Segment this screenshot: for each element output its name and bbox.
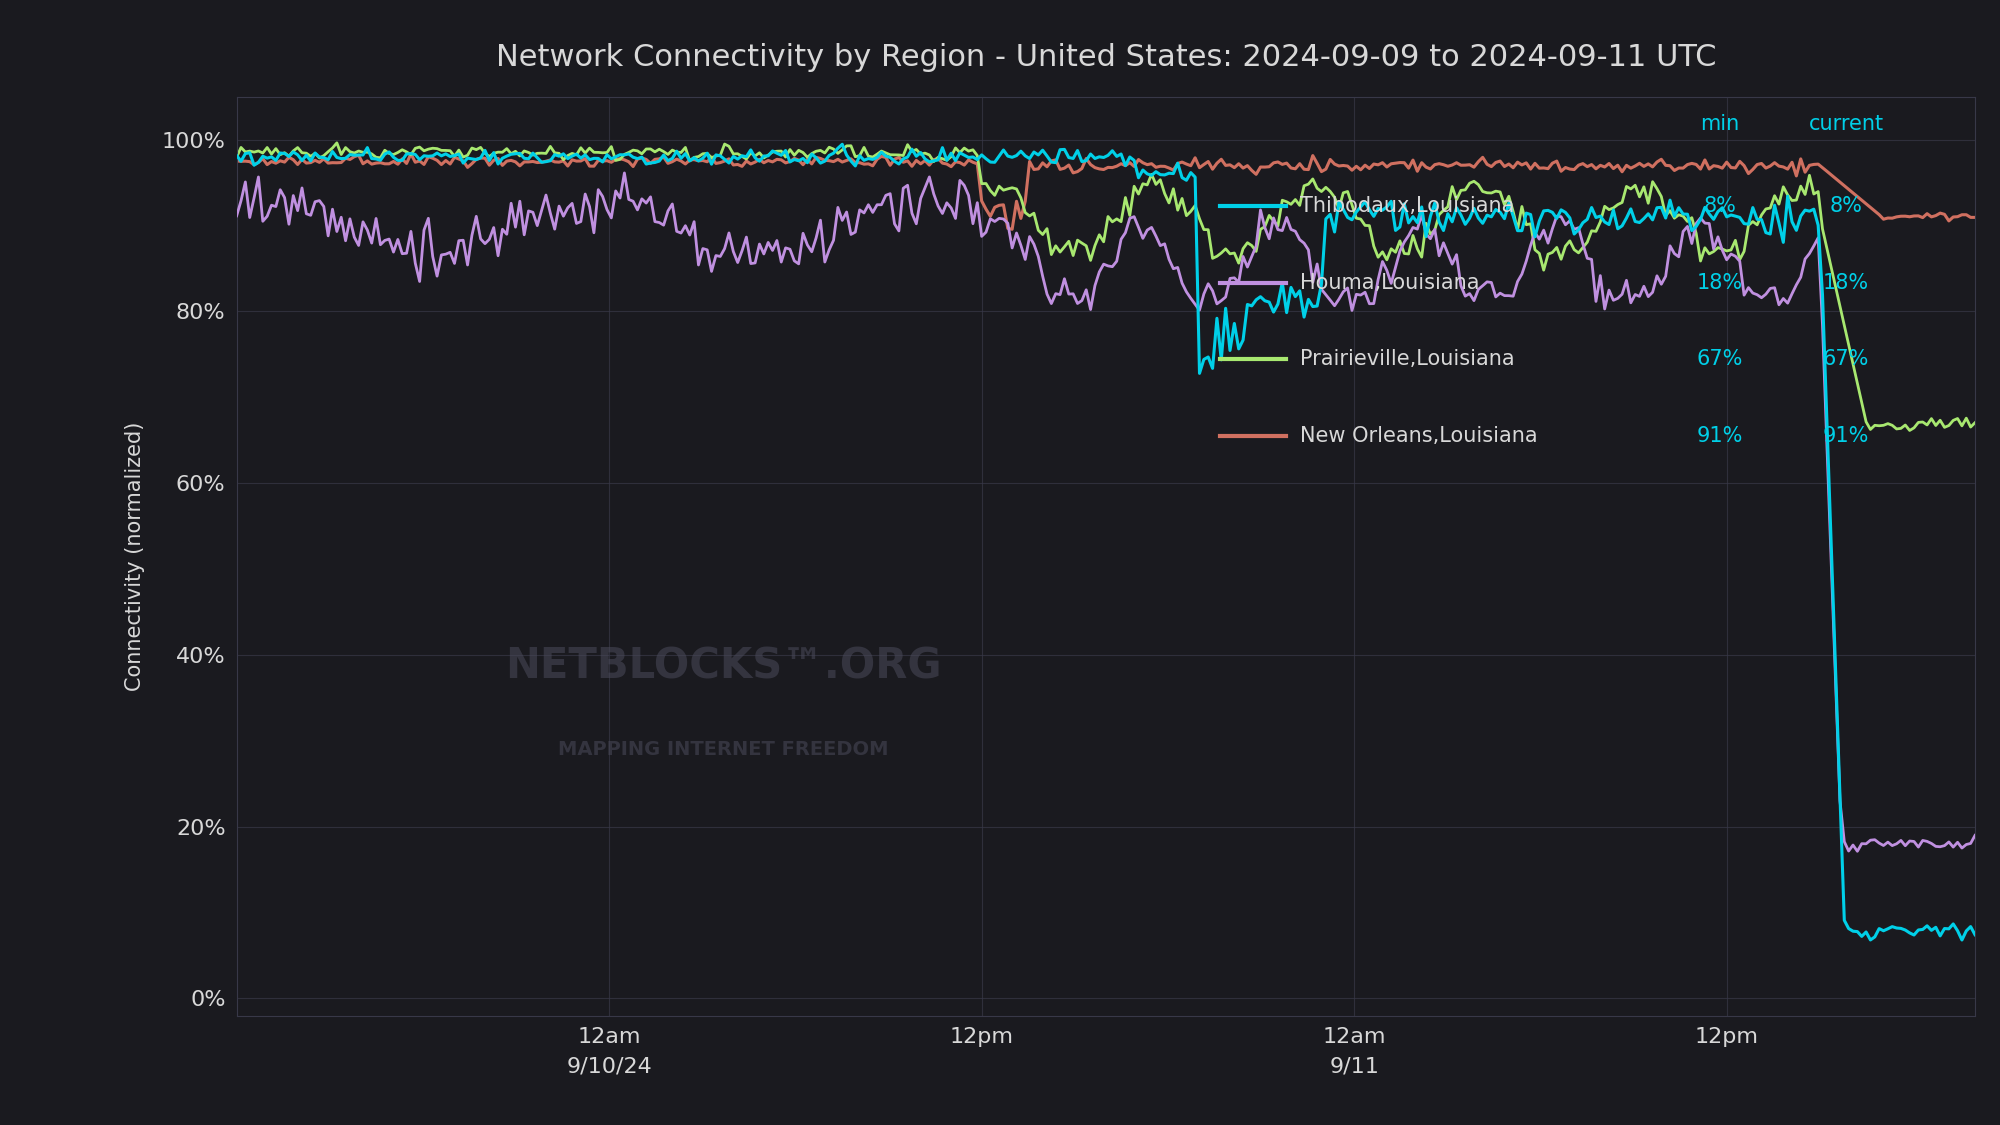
Title: Network Connectivity by Region - United States: 2024-09-09 to 2024-09-11 UTC: Network Connectivity by Region - United …: [496, 43, 1716, 72]
Text: min: min: [1700, 114, 1740, 134]
Text: 67%: 67%: [1696, 349, 1744, 369]
Text: 8%: 8%: [1704, 196, 1736, 216]
Text: 91%: 91%: [1696, 425, 1744, 446]
Text: Houma,Louisiana: Houma,Louisiana: [1300, 272, 1480, 292]
Text: 67%: 67%: [1822, 349, 1870, 369]
Y-axis label: Connectivity (normalized): Connectivity (normalized): [124, 422, 144, 691]
Text: NETBLOCKS™.ORG: NETBLOCKS™.ORG: [506, 646, 942, 687]
Text: 8%: 8%: [1830, 196, 1862, 216]
Text: MAPPING INTERNET FREEDOM: MAPPING INTERNET FREEDOM: [558, 739, 888, 758]
Text: New Orleans,Louisiana: New Orleans,Louisiana: [1300, 425, 1538, 446]
Text: Prairieville,Louisiana: Prairieville,Louisiana: [1300, 349, 1514, 369]
Text: Thibodaux,Louisiana: Thibodaux,Louisiana: [1300, 196, 1514, 216]
Text: 91%: 91%: [1822, 425, 1870, 446]
Text: current: current: [1808, 114, 1884, 134]
Text: 18%: 18%: [1822, 272, 1870, 292]
Text: 18%: 18%: [1696, 272, 1744, 292]
